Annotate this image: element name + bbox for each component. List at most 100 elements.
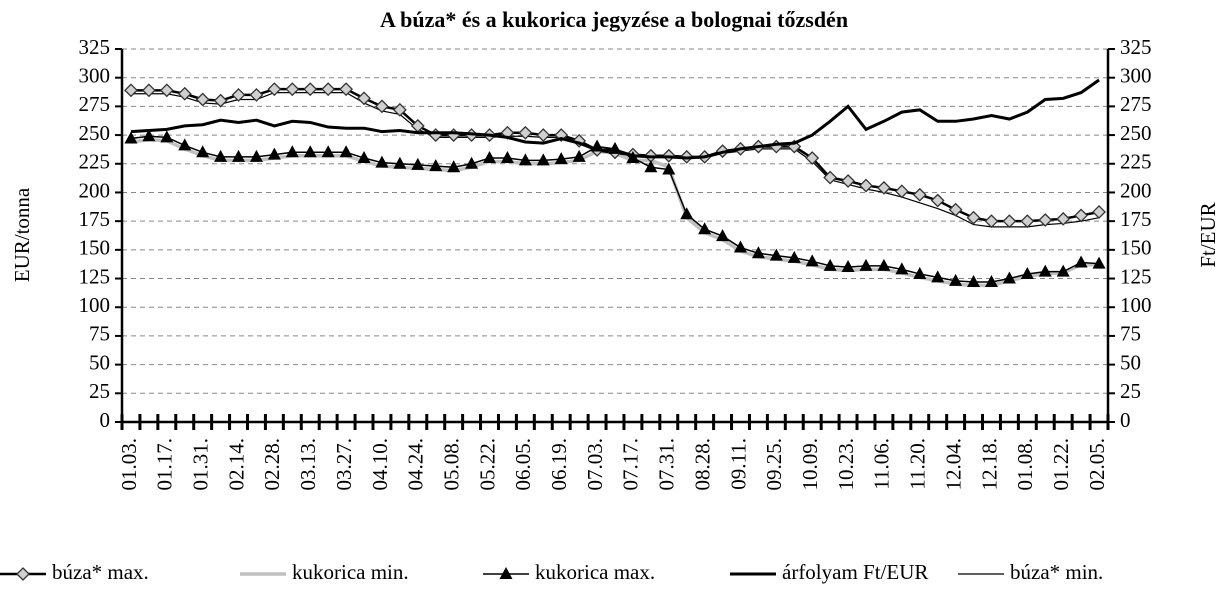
point bbox=[1074, 255, 1088, 268]
point bbox=[949, 273, 963, 286]
legend-label: kukorica max. bbox=[535, 560, 655, 584]
point bbox=[160, 130, 174, 143]
y-tick-label: 150 bbox=[79, 236, 111, 260]
point bbox=[357, 91, 371, 106]
point bbox=[375, 155, 389, 168]
x-tick-label: 04.24. bbox=[404, 438, 428, 491]
point bbox=[662, 162, 676, 175]
x-tick-label: 05.22. bbox=[475, 438, 499, 491]
point bbox=[876, 180, 891, 195]
x-tick-label: 09.11. bbox=[726, 438, 750, 490]
x-tick-label: 07.03. bbox=[583, 438, 607, 491]
point bbox=[644, 160, 658, 173]
y2-tick-label: 75 bbox=[1120, 322, 1141, 346]
point bbox=[500, 151, 514, 164]
x-tick-label: 01.22. bbox=[1049, 438, 1073, 491]
point bbox=[483, 151, 497, 164]
point bbox=[447, 160, 461, 173]
point bbox=[787, 250, 801, 263]
y2-tick-label: 200 bbox=[1120, 178, 1152, 202]
x-tick-label: 01.17. bbox=[153, 438, 177, 491]
point bbox=[375, 99, 389, 114]
point bbox=[1092, 205, 1106, 219]
y-tick-label: 200 bbox=[79, 178, 111, 202]
point bbox=[913, 266, 927, 279]
x-tick-label: 12.18. bbox=[977, 438, 1001, 491]
point bbox=[895, 262, 909, 275]
point bbox=[984, 214, 999, 229]
point bbox=[698, 222, 712, 235]
y2-tick-label: 0 bbox=[1120, 408, 1131, 432]
point bbox=[465, 156, 479, 169]
y2-tick-label: 50 bbox=[1120, 350, 1141, 374]
y2-tick-label: 250 bbox=[1120, 121, 1152, 145]
y2-tick-label: 25 bbox=[1120, 379, 1141, 403]
point bbox=[1038, 213, 1053, 227]
x-tick-label: 09.25. bbox=[762, 438, 786, 491]
point bbox=[536, 128, 551, 142]
point bbox=[966, 210, 981, 225]
point bbox=[393, 156, 407, 169]
x-tick-label: 02.05. bbox=[1085, 438, 1109, 491]
y-tick-label: 50 bbox=[89, 350, 110, 374]
point bbox=[321, 145, 335, 158]
y2-tick-label: 150 bbox=[1120, 236, 1152, 260]
chart-title: A búza* és a kukorica jegyzése a bologna… bbox=[380, 7, 848, 32]
point bbox=[680, 207, 694, 220]
y-tick-label: 175 bbox=[79, 207, 111, 231]
point bbox=[411, 157, 425, 170]
point bbox=[285, 82, 300, 97]
legend-marker bbox=[16, 567, 30, 581]
legend-label: búza* max. bbox=[52, 560, 149, 584]
point bbox=[769, 248, 783, 261]
point bbox=[805, 254, 819, 267]
point bbox=[303, 82, 318, 97]
point bbox=[841, 174, 855, 188]
point bbox=[142, 129, 156, 142]
x-tick-label: 01.31. bbox=[188, 438, 212, 491]
x-tick-label: 11.06. bbox=[870, 438, 894, 490]
point bbox=[178, 138, 192, 151]
point bbox=[1020, 214, 1035, 229]
legend-label: árfolyam Ft/EUR bbox=[782, 560, 928, 584]
point bbox=[859, 258, 873, 271]
point bbox=[1002, 214, 1017, 229]
y-tick-label: 25 bbox=[89, 379, 110, 403]
point bbox=[321, 82, 336, 97]
point bbox=[877, 258, 891, 271]
point bbox=[823, 170, 838, 185]
point bbox=[1056, 211, 1071, 226]
y-tick-label: 325 bbox=[79, 35, 111, 59]
x-tick-label: 12.04. bbox=[941, 438, 965, 491]
point bbox=[931, 270, 945, 283]
x-tick-label: 03.27. bbox=[332, 438, 356, 491]
point bbox=[894, 184, 909, 199]
point bbox=[159, 83, 174, 98]
point bbox=[339, 82, 354, 97]
point bbox=[536, 153, 550, 166]
x-tick-label: 11.20. bbox=[906, 438, 930, 490]
point bbox=[196, 145, 210, 158]
point bbox=[984, 274, 998, 287]
point bbox=[948, 202, 963, 217]
x-tick-label: 06.19. bbox=[547, 438, 571, 491]
point bbox=[249, 87, 264, 102]
x-tick-label: 07.17. bbox=[619, 438, 643, 491]
point bbox=[267, 147, 281, 160]
point bbox=[429, 159, 443, 172]
point bbox=[267, 82, 282, 97]
x-tick-label: 01.03. bbox=[117, 438, 141, 491]
legend-marker bbox=[499, 567, 513, 579]
point bbox=[303, 145, 317, 158]
point bbox=[769, 139, 784, 154]
x-tick-label: 02.14. bbox=[224, 438, 248, 491]
y2-tick-label: 225 bbox=[1120, 150, 1152, 174]
y2-tick-label: 100 bbox=[1120, 293, 1152, 317]
point bbox=[446, 128, 461, 142]
y-tick-label: 250 bbox=[79, 121, 111, 145]
point bbox=[1074, 208, 1089, 223]
point bbox=[285, 145, 299, 158]
x-tick-label: 04.10. bbox=[368, 438, 392, 491]
